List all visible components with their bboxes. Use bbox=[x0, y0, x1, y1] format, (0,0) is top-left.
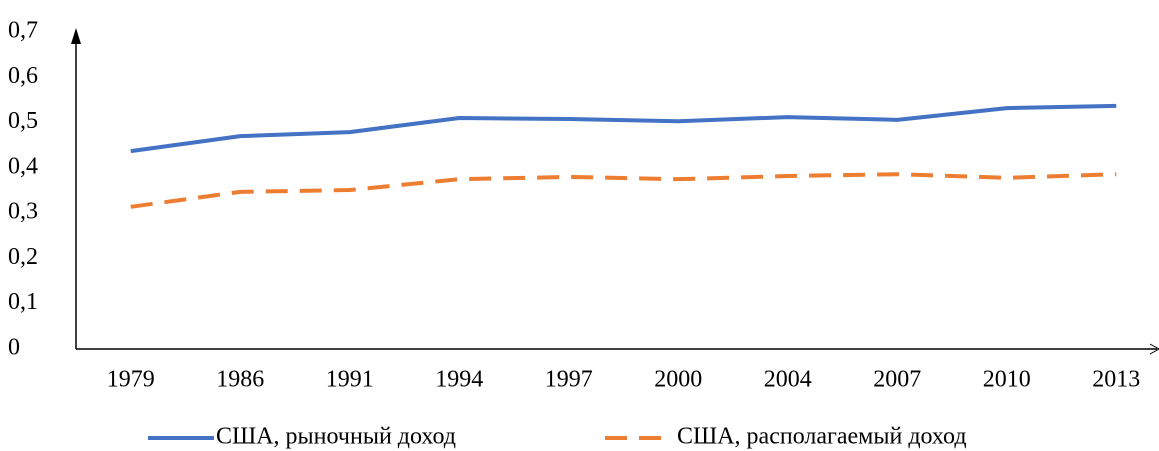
series-line bbox=[130, 103, 1117, 154]
y-tick-label: 0,7 bbox=[8, 18, 38, 44]
y-tick-label: 0,2 bbox=[8, 244, 38, 270]
legend-label: США, располагаемый доход bbox=[677, 424, 967, 450]
x-tick-label: 1986 bbox=[216, 367, 264, 393]
x-tick-label: 2013 bbox=[1092, 367, 1140, 393]
x-tick-label: 2000 bbox=[654, 367, 702, 393]
y-tick-label: 0,6 bbox=[8, 63, 38, 89]
y-tick-label: 0 bbox=[8, 335, 20, 361]
y-axis-arrow bbox=[71, 28, 81, 44]
legend-label: США, рыночный доход bbox=[216, 424, 456, 450]
x-tick-label: 1997 bbox=[545, 367, 593, 393]
x-tick-label: 2004 bbox=[764, 367, 812, 393]
x-axis-arrow bbox=[1149, 343, 1159, 355]
x-tick-label: 1994 bbox=[435, 367, 483, 393]
x-tick-label: 2010 bbox=[983, 367, 1031, 393]
y-tick-label: 0,4 bbox=[8, 153, 38, 179]
y-tick-label: 0,5 bbox=[8, 108, 38, 134]
series-line bbox=[130, 172, 1117, 209]
y-tick-label: 0,3 bbox=[8, 199, 38, 225]
y-tick-label: 0,1 bbox=[8, 289, 38, 315]
x-tick-label: 1979 bbox=[107, 367, 155, 393]
x-tick-label: 1991 bbox=[326, 367, 374, 393]
x-tick-label: 2007 bbox=[873, 367, 921, 393]
